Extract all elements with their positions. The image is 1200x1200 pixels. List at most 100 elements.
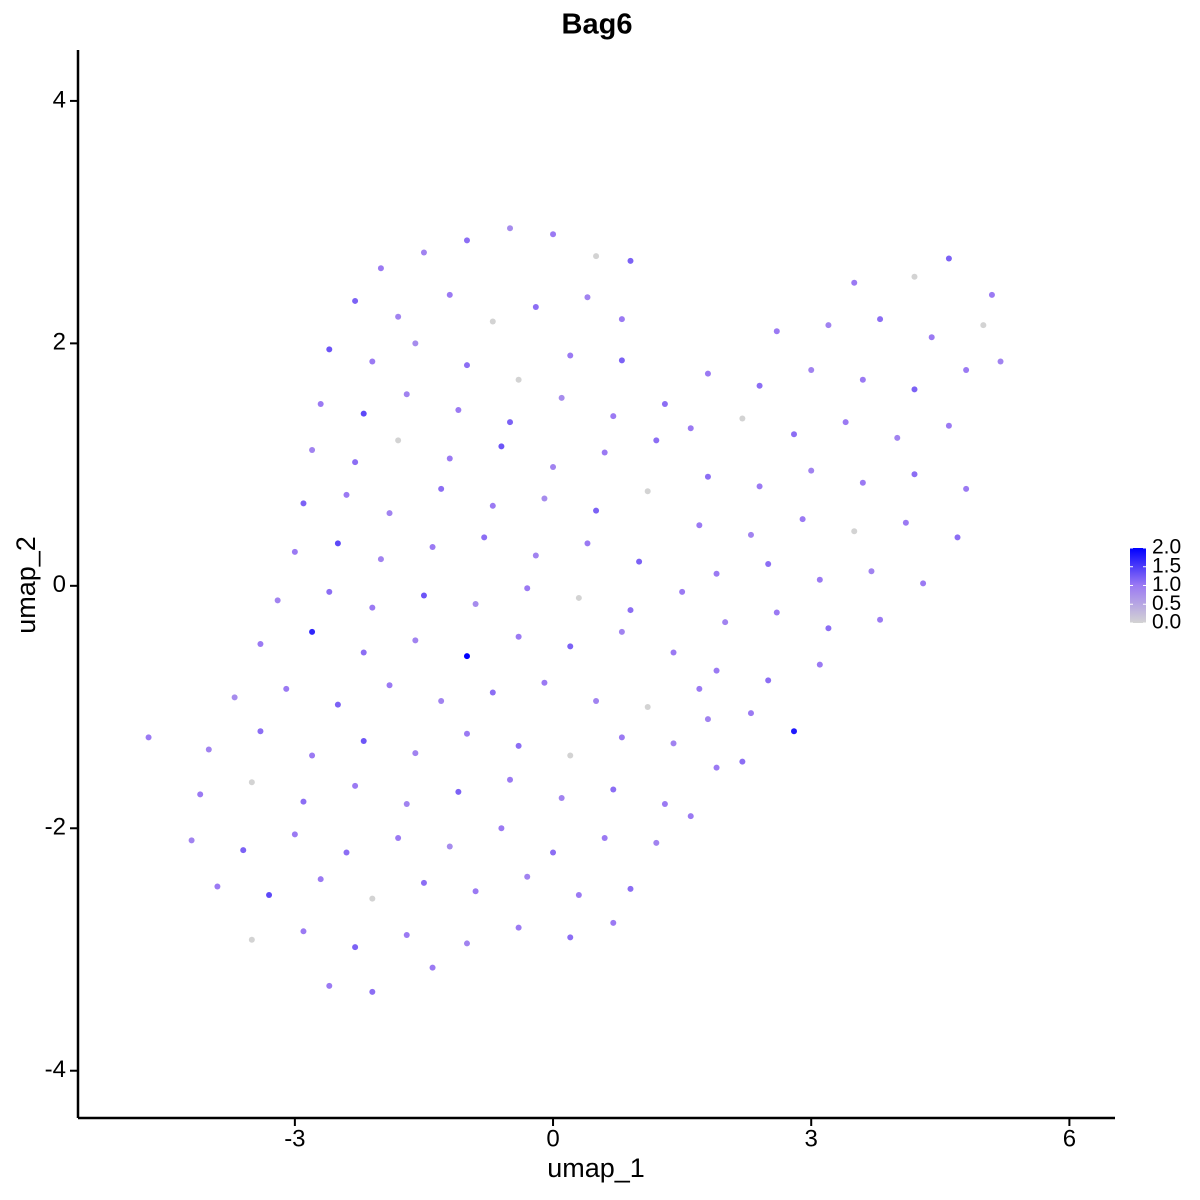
point: [567, 752, 574, 759]
point: [524, 585, 531, 592]
point: [472, 888, 479, 895]
point: [601, 834, 608, 841]
point: [756, 483, 763, 490]
point: [403, 931, 410, 938]
y-tick-label: 0: [53, 571, 66, 598]
point: [257, 641, 264, 648]
point: [808, 467, 815, 474]
colorbar: [1130, 548, 1146, 623]
y-tick-label: 2: [53, 329, 66, 356]
colorbar-tick-label: 0.5: [1152, 592, 1181, 615]
point: [799, 516, 806, 523]
colorbar-tick-label: 0.0: [1152, 611, 1181, 634]
point: [472, 601, 479, 608]
point: [627, 257, 634, 264]
point: [567, 934, 574, 941]
point: [412, 637, 419, 644]
point: [644, 704, 651, 711]
point: [257, 728, 264, 735]
point: [550, 464, 557, 471]
point: [945, 255, 952, 262]
point: [317, 876, 324, 883]
point: [661, 400, 668, 407]
point: [369, 988, 376, 995]
point: [791, 431, 798, 438]
point: [248, 936, 255, 943]
point: [911, 273, 918, 280]
point: [825, 322, 832, 329]
point: [687, 813, 694, 820]
point: [369, 604, 376, 611]
point: [438, 697, 445, 704]
point: [618, 357, 625, 364]
point: [601, 449, 608, 456]
point: [188, 837, 195, 844]
point: [593, 507, 600, 514]
colorbar-tick-label: 1.0: [1152, 573, 1181, 596]
point: [644, 488, 651, 495]
point: [704, 716, 711, 723]
point: [438, 485, 445, 492]
x-tick-label: 0: [546, 1125, 559, 1152]
point: [756, 382, 763, 389]
point: [515, 376, 522, 383]
point: [550, 231, 557, 238]
point: [541, 679, 548, 686]
point: [403, 801, 410, 808]
point: [507, 776, 514, 783]
point: [360, 649, 367, 656]
point: [343, 849, 350, 856]
point: [507, 419, 514, 426]
point: [429, 964, 436, 971]
y-tick-label: -4: [45, 1056, 66, 1083]
point: [963, 367, 970, 374]
point: [980, 322, 987, 329]
point: [558, 794, 565, 801]
point: [593, 253, 600, 260]
point: [868, 568, 875, 575]
point: [463, 237, 470, 244]
point: [859, 479, 866, 486]
point: [747, 710, 754, 717]
point: [765, 677, 772, 684]
point: [455, 788, 462, 795]
point: [920, 580, 927, 587]
point: [403, 391, 410, 398]
point: [618, 316, 625, 323]
point: [911, 386, 918, 393]
point: [877, 316, 884, 323]
point: [274, 597, 281, 604]
point: [352, 297, 359, 304]
point: [816, 661, 823, 668]
point: [507, 225, 514, 232]
colorbar-tick-label: 1.5: [1152, 554, 1181, 577]
point: [902, 519, 909, 526]
point: [541, 495, 548, 502]
point: [739, 758, 746, 765]
point: [773, 328, 780, 335]
point: [911, 471, 918, 478]
point: [584, 540, 591, 547]
point: [291, 548, 298, 555]
point: [851, 528, 858, 535]
point: [334, 540, 341, 547]
point: [722, 619, 729, 626]
x-tick-label: -3: [284, 1125, 305, 1152]
point: [696, 522, 703, 529]
point: [326, 346, 333, 353]
point: [240, 847, 247, 854]
point: [567, 643, 574, 650]
point: [713, 667, 720, 674]
point: [420, 249, 427, 256]
point: [739, 415, 746, 422]
point: [713, 764, 720, 771]
point: [360, 737, 367, 744]
point: [369, 358, 376, 365]
point: [704, 473, 711, 480]
point: [877, 616, 884, 623]
point: [954, 534, 961, 541]
point: [575, 891, 582, 898]
point: [343, 491, 350, 498]
y-axis-label: umap_2: [11, 536, 41, 634]
point: [988, 291, 995, 298]
